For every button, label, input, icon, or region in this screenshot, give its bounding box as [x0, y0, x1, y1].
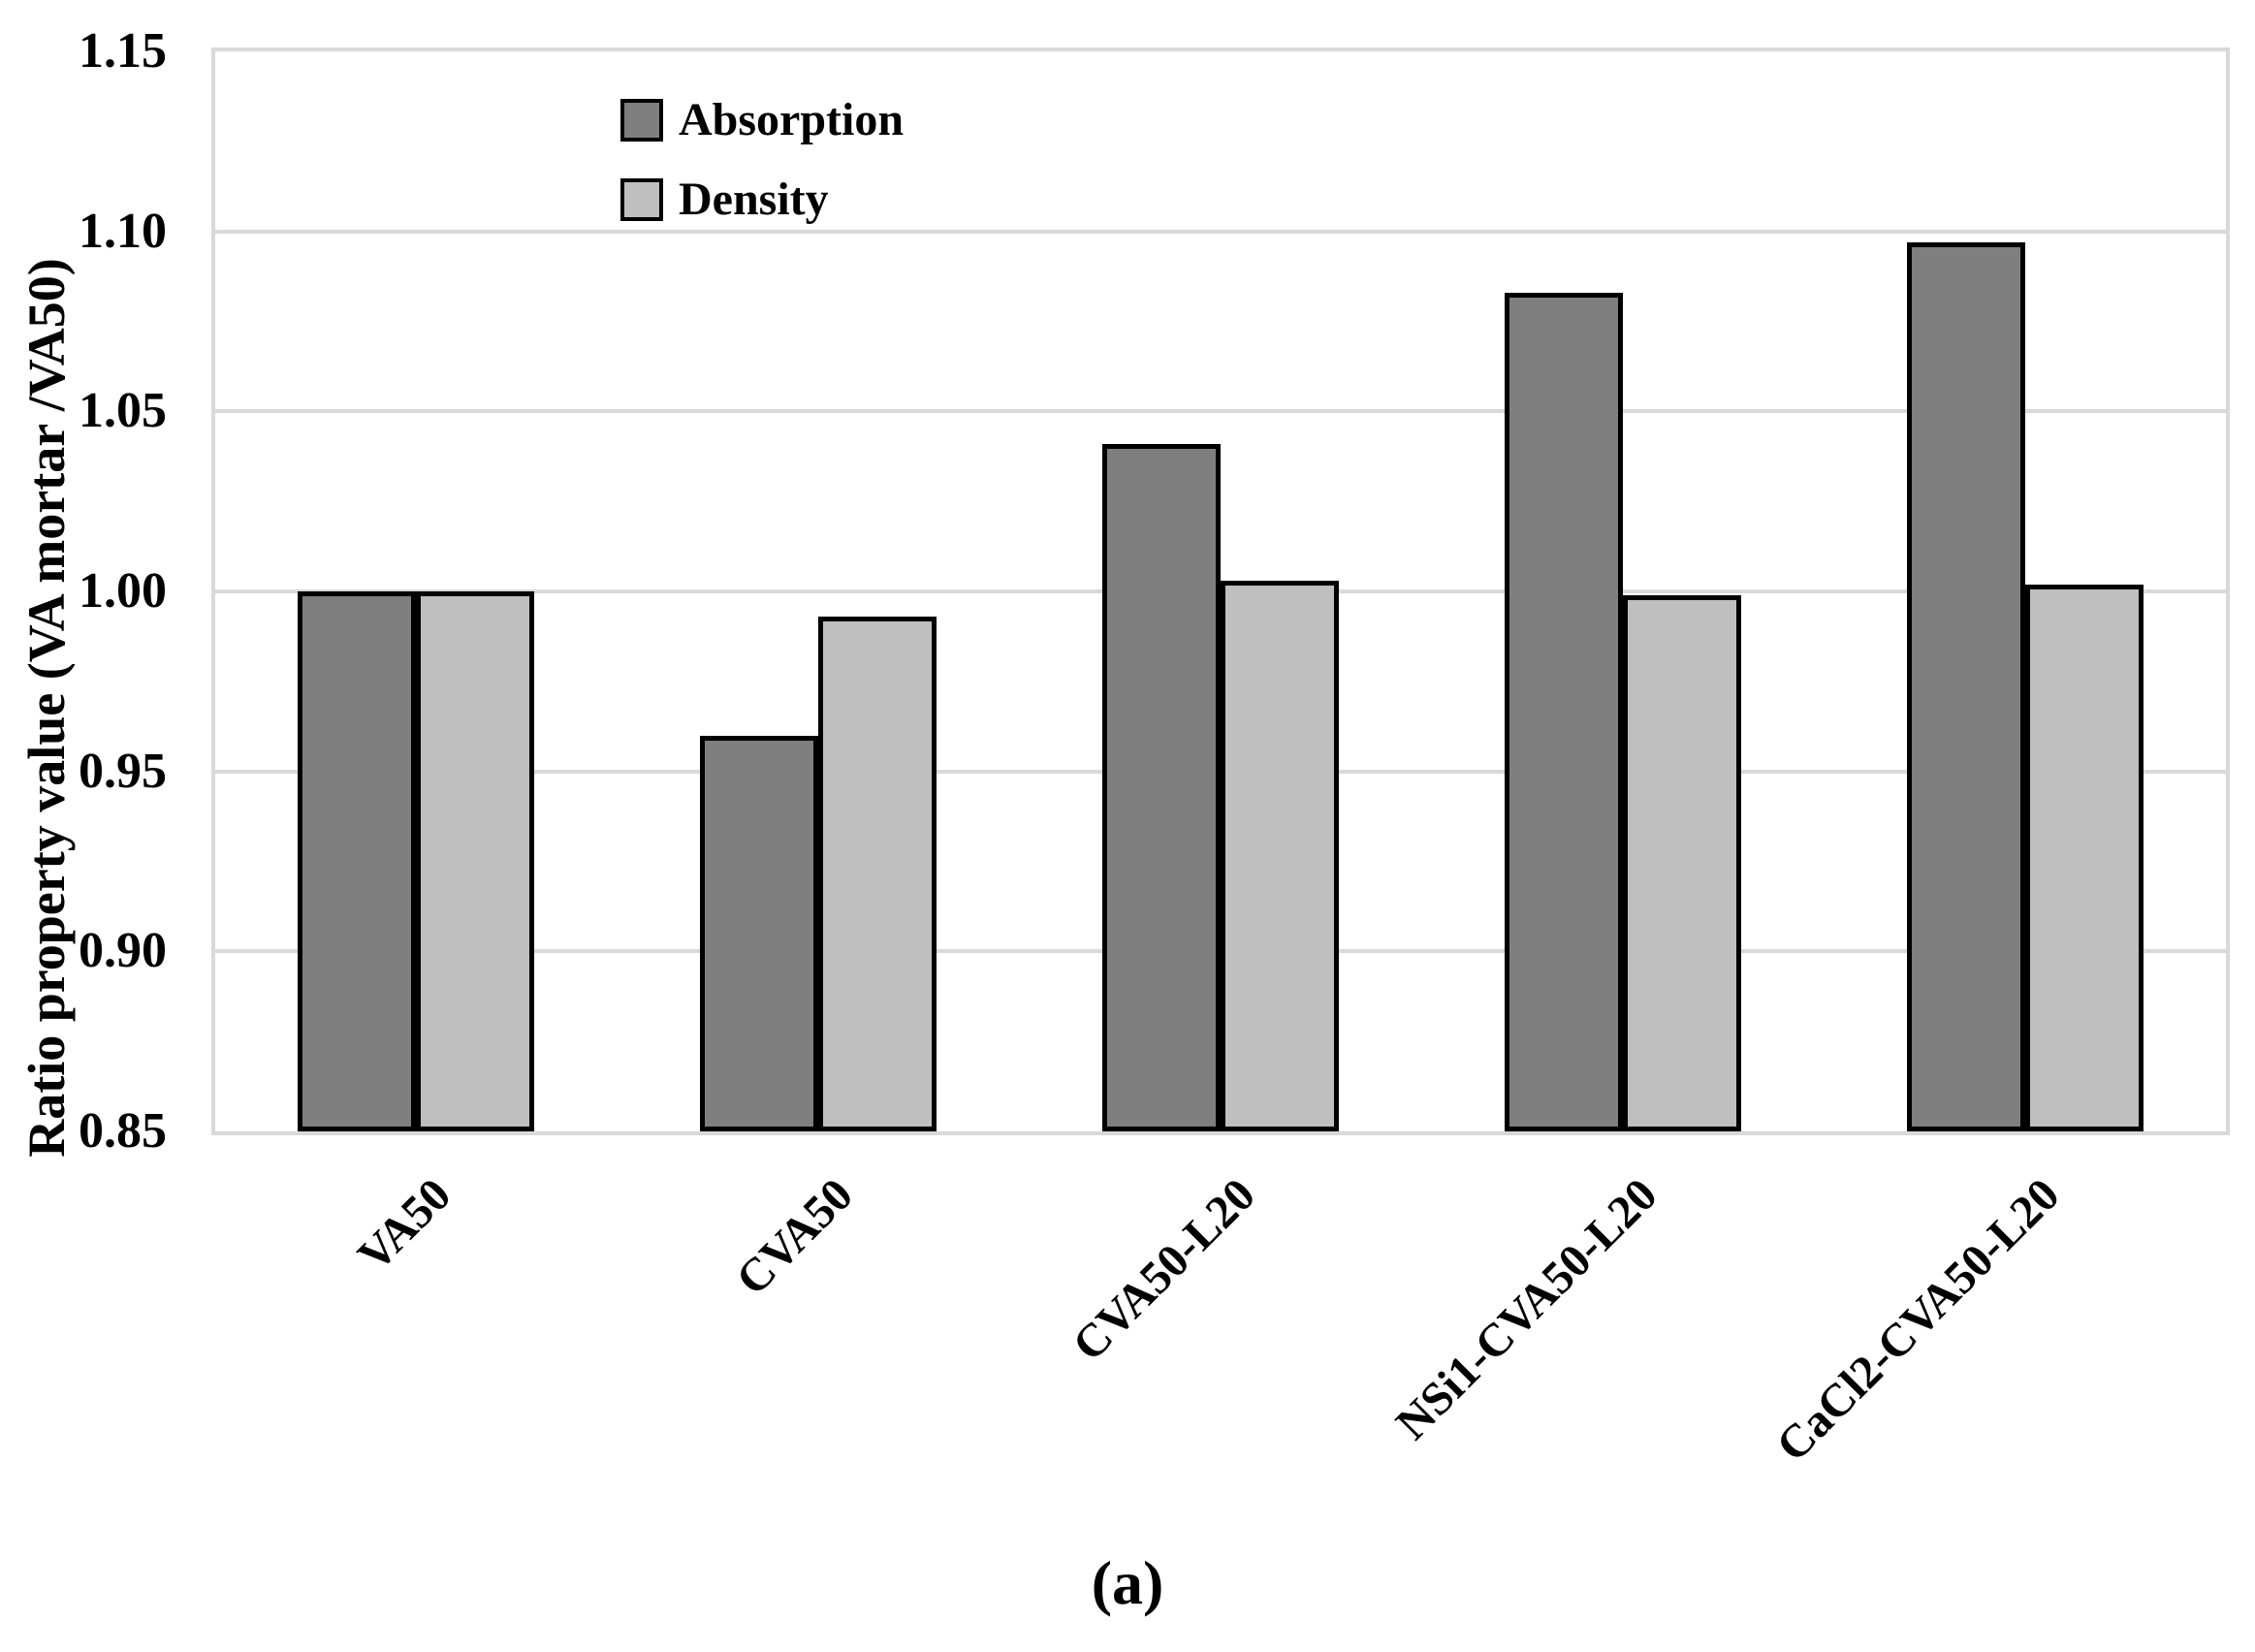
y-tick-label-0.95: 0.95	[79, 743, 167, 799]
figure-caption: (a)	[1091, 1548, 1164, 1617]
x-category-label-cva50: CVA50	[726, 1168, 864, 1306]
legend-entry-density: Density	[620, 176, 904, 223]
legend-label-density: Density	[679, 174, 829, 225]
absorption-series-swatch-icon	[620, 99, 663, 142]
bar-density-cacl2-cva50-l20	[2024, 585, 2144, 1131]
bar-absorption-nsi1-cva50-l20	[1504, 293, 1623, 1131]
x-category-label-cacl2-cva50-l20: CaCl2-CVA50-L20	[1766, 1168, 2070, 1472]
bar-absorption-va50	[298, 591, 417, 1131]
gridline-1.10	[215, 229, 2226, 234]
bar-density-cva50	[818, 617, 937, 1131]
gridline-1.05	[215, 409, 2226, 414]
bar-density-va50	[416, 591, 535, 1131]
bar-absorption-cacl2-cva50-l20	[1906, 242, 2025, 1131]
bar-density-nsi1-cva50-l20	[1622, 595, 1741, 1131]
bar-absorption-cva50	[700, 736, 819, 1131]
y-tick-label-1.00: 1.00	[79, 563, 167, 619]
density-series-swatch-icon	[620, 178, 663, 221]
legend-label-absorption: Absorption	[679, 94, 905, 145]
y-tick-label-1.15: 1.15	[79, 23, 167, 79]
y-tick-label-1.05: 1.05	[79, 383, 167, 439]
y-tick-label-0.90: 0.90	[79, 923, 167, 979]
x-category-label-va50: VA50	[348, 1168, 461, 1282]
bar-density-cva50-l20	[1221, 581, 1339, 1131]
bar-absorption-cva50-l20	[1102, 444, 1221, 1131]
plot-area	[211, 48, 2230, 1135]
x-category-label-cva50-l20: CVA50-L20	[1063, 1168, 1266, 1372]
legend-entry-absorption: Absorption	[620, 97, 904, 143]
y-tick-label-1.10: 1.10	[79, 203, 167, 259]
legend: Absorption Density	[620, 97, 904, 223]
x-category-label-nsi1-cva50-l20: NSi1-CVA50-L20	[1386, 1168, 1667, 1450]
y-tick-label-0.85: 0.85	[79, 1103, 167, 1159]
